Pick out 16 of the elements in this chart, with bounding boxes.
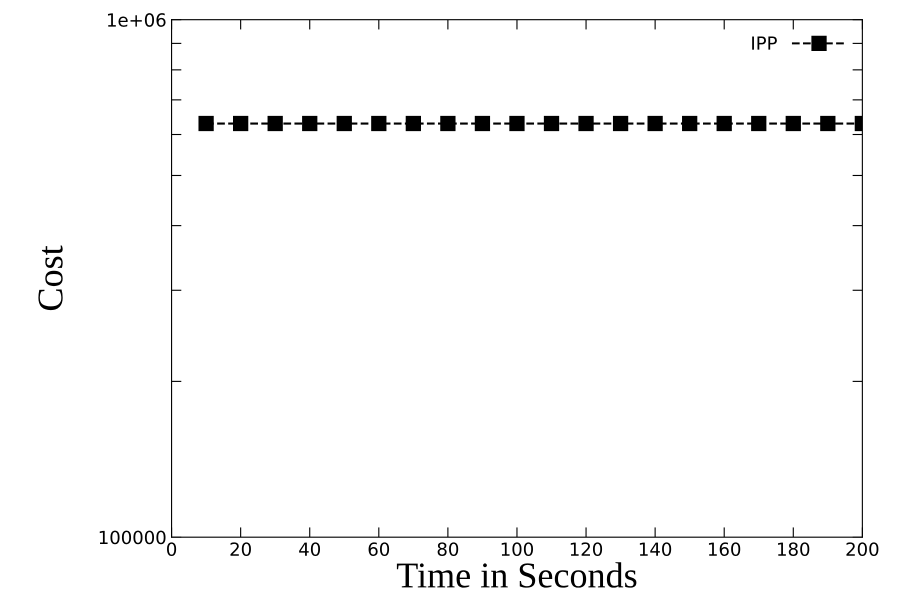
x-tick-label: 40: [299, 542, 320, 556]
y-axis-title: Cost: [38, 246, 63, 310]
y-tick-label: 100000: [100, 530, 166, 544]
x-tick-label: 60: [368, 542, 390, 556]
x-tick-label: 20: [230, 542, 251, 556]
y-tick-label: 1e+06: [108, 13, 166, 27]
x-tick-label: 200: [846, 542, 878, 556]
x-tick-label: 0: [167, 542, 176, 556]
legend-label: IPP: [752, 36, 777, 50]
x-tick-label: 120: [570, 542, 602, 556]
x-tick-label: 180: [778, 542, 810, 556]
x-tick-label: 140: [640, 542, 672, 556]
x-tick-label: 160: [708, 542, 740, 556]
x-axis-title: Time in Seconds: [396, 562, 636, 588]
x-tick-label: 100: [502, 542, 533, 556]
x-tick-label: 80: [438, 542, 458, 556]
